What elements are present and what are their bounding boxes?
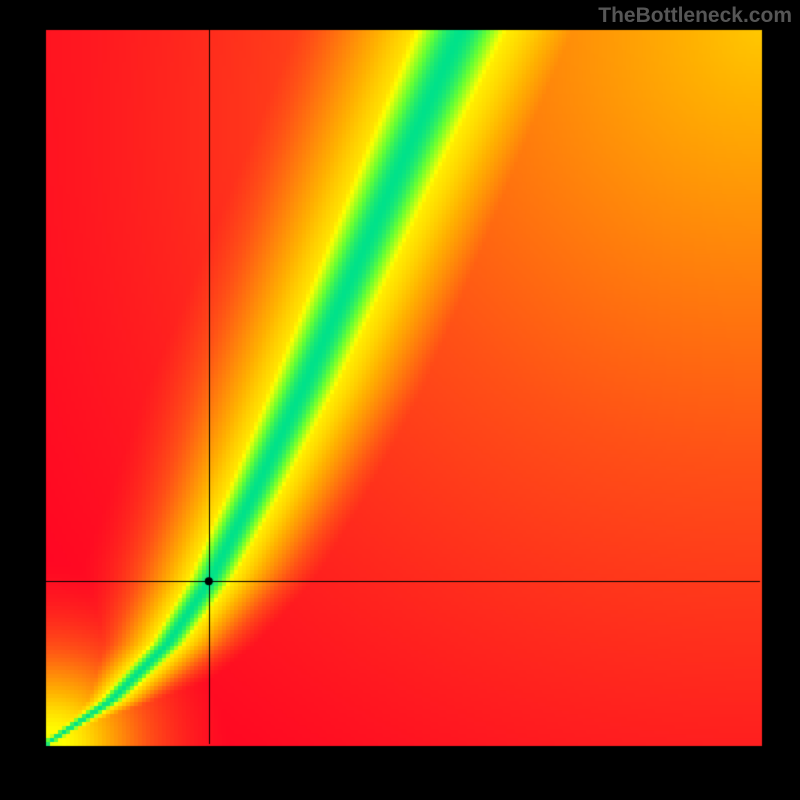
watermark-text: TheBottleneck.com — [598, 4, 792, 28]
bottleneck-heatmap-canvas — [0, 0, 800, 800]
root: TheBottleneck.com — [0, 0, 800, 800]
